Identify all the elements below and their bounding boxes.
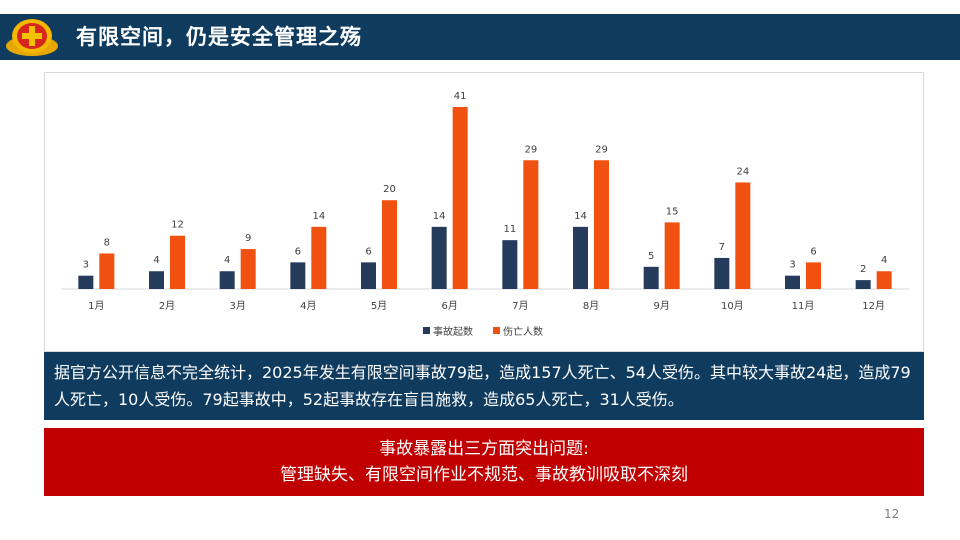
bar-accidents bbox=[855, 280, 871, 289]
data-label: 24 bbox=[736, 166, 749, 177]
bar-casualties bbox=[735, 182, 751, 289]
data-label: 11 bbox=[503, 224, 516, 235]
legend-swatch bbox=[423, 327, 430, 334]
bar-accidents bbox=[714, 257, 730, 289]
data-label: 14 bbox=[312, 211, 325, 222]
data-label: 3 bbox=[83, 260, 89, 271]
data-label: 4 bbox=[224, 255, 230, 266]
statistics-summary: 据官方公开信息不完全统计，2025年发生有限空间事故79起，造成157人死亡、5… bbox=[44, 352, 924, 420]
bar-accidents bbox=[78, 275, 94, 289]
page-number: 12 bbox=[884, 507, 900, 521]
chart-panel: 3 8 1月 4 12 2月 4 9 3月 6 14 4月 6 20 5月 14 41 6月 11 29 7月 14 29 8… bbox=[44, 72, 924, 352]
header-bar bbox=[0, 14, 960, 60]
legend-label: 伤亡人数 bbox=[503, 325, 543, 338]
data-label: 3 bbox=[789, 260, 795, 271]
page-title: 有限空间，仍是安全管理之殇 bbox=[76, 25, 362, 49]
bar-casualties bbox=[594, 160, 609, 289]
data-label: 29 bbox=[595, 144, 608, 155]
bar-casualties bbox=[170, 235, 185, 289]
emblem-icon bbox=[6, 19, 58, 56]
data-label: 4 bbox=[881, 255, 887, 266]
data-label: 6 bbox=[810, 246, 816, 257]
bar-accidents bbox=[431, 226, 447, 289]
bar-casualties bbox=[876, 271, 892, 289]
data-label: 29 bbox=[524, 144, 537, 155]
bar-chart: 3 8 1月 4 12 2月 4 9 3月 6 14 4月 6 20 5月 14 41 6月 11 29 7月 14 29 8… bbox=[61, 91, 909, 338]
bar-accidents bbox=[643, 266, 659, 289]
x-tick-label: 2月 bbox=[159, 300, 175, 312]
bar-casualties bbox=[382, 200, 397, 289]
bar-accidents bbox=[573, 226, 588, 289]
x-tick-label: 12月 bbox=[862, 300, 885, 312]
bar-accidents bbox=[785, 275, 800, 289]
data-label: 12 bbox=[171, 220, 184, 231]
x-tick-label: 3月 bbox=[229, 300, 245, 312]
bar-casualties bbox=[452, 107, 468, 289]
data-label: 41 bbox=[454, 91, 467, 102]
x-tick-label: 5月 bbox=[371, 300, 387, 312]
data-label: 8 bbox=[104, 237, 110, 248]
legend-label: 事故起数 bbox=[433, 325, 473, 338]
data-label: 14 bbox=[433, 211, 446, 222]
bar-accidents bbox=[219, 271, 235, 289]
x-tick-label: 4月 bbox=[300, 300, 316, 312]
data-label: 2 bbox=[860, 264, 866, 275]
data-label: 6 bbox=[365, 246, 371, 257]
bar-accidents bbox=[149, 271, 164, 289]
x-tick-label: 10月 bbox=[721, 300, 744, 312]
bar-casualties bbox=[523, 160, 539, 289]
bar-accidents bbox=[502, 240, 518, 289]
bar-accidents bbox=[290, 262, 306, 289]
data-label: 4 bbox=[153, 255, 159, 266]
bar-casualties bbox=[311, 226, 327, 289]
bar-casualties bbox=[806, 262, 821, 289]
legend-swatch bbox=[493, 327, 500, 334]
x-tick-label: 1月 bbox=[88, 300, 104, 312]
x-tick-label: 8月 bbox=[583, 300, 599, 312]
bar-accidents bbox=[361, 262, 376, 289]
problems-heading: 事故暴露出三方面突出问题: bbox=[379, 439, 589, 459]
data-label: 5 bbox=[648, 251, 654, 262]
bar-casualties bbox=[99, 253, 115, 289]
data-label: 9 bbox=[245, 233, 251, 244]
bar-casualties bbox=[240, 249, 256, 289]
problems-list: 管理缺失、有限空间作业不规范、事故教训吸取不深刻 bbox=[280, 465, 688, 485]
data-label: 14 bbox=[574, 211, 587, 222]
bar-casualties bbox=[664, 222, 680, 289]
x-tick-label: 7月 bbox=[512, 300, 528, 312]
problems-panel: 事故暴露出三方面突出问题: 管理缺失、有限空间作业不规范、事故教训吸取不深刻 bbox=[44, 428, 924, 496]
x-tick-label: 11月 bbox=[792, 300, 815, 312]
x-tick-label: 6月 bbox=[441, 300, 457, 312]
data-label: 7 bbox=[719, 242, 725, 253]
x-tick-label: 9月 bbox=[653, 300, 669, 312]
data-label: 20 bbox=[383, 184, 396, 195]
data-label: 6 bbox=[295, 246, 301, 257]
data-label: 15 bbox=[666, 206, 679, 217]
